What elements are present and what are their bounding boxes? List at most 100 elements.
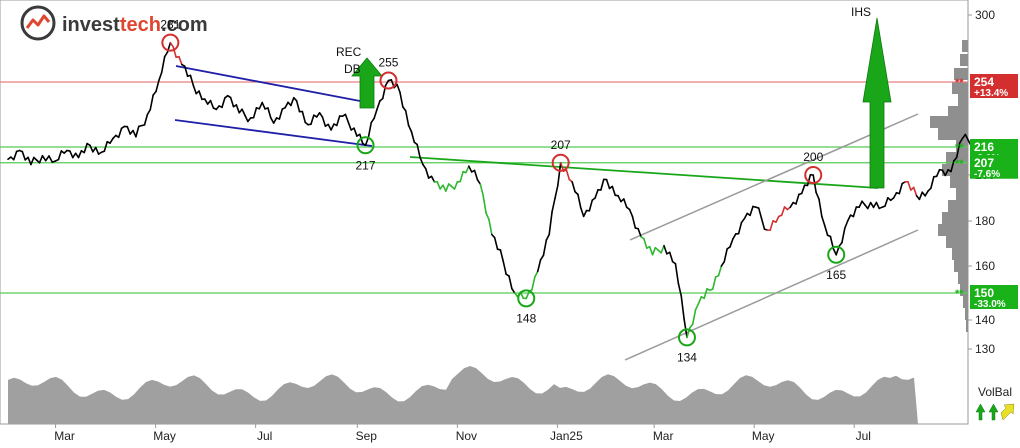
price-segment bbox=[189, 74, 195, 87]
price-segment bbox=[44, 155, 50, 162]
logo-prefix: invest bbox=[62, 14, 120, 36]
price-segment bbox=[651, 246, 657, 256]
volbal-indicator: VolBal bbox=[975, 385, 1015, 421]
price-segment bbox=[436, 181, 441, 190]
price-segment bbox=[473, 169, 479, 181]
price-segment bbox=[577, 193, 582, 209]
price-segment bbox=[539, 254, 545, 261]
price-segment bbox=[485, 212, 490, 221]
rec-arrow bbox=[351, 57, 383, 109]
price-segment bbox=[757, 207, 763, 220]
volume-profile-bar bbox=[952, 248, 968, 260]
volume-profile bbox=[930, 40, 968, 332]
price-segment bbox=[588, 199, 594, 212]
price-segment bbox=[623, 198, 628, 209]
price-segment bbox=[668, 251, 674, 263]
volume-profile-bar bbox=[938, 128, 968, 140]
price-segment bbox=[749, 205, 754, 217]
level-tag-stars: ** bbox=[955, 77, 964, 89]
price-segment bbox=[396, 83, 401, 94]
price-segment bbox=[160, 56, 166, 74]
price-segment bbox=[468, 165, 473, 173]
price-segment bbox=[565, 169, 571, 181]
price-segment bbox=[525, 290, 530, 300]
pivot-label: 165 bbox=[826, 268, 846, 282]
price-segment bbox=[419, 156, 424, 166]
price-segment bbox=[204, 98, 209, 105]
level-tag-value: 254 bbox=[974, 75, 994, 89]
price-segment bbox=[27, 156, 32, 166]
price-segment bbox=[284, 101, 289, 109]
price-segment bbox=[459, 170, 464, 183]
price-segment bbox=[769, 220, 774, 231]
x-tick-label: Mar bbox=[653, 429, 674, 443]
price-segment bbox=[958, 137, 964, 144]
pivot-marker bbox=[356, 136, 375, 155]
level-tag-stars: ** bbox=[955, 158, 964, 170]
falling-channel-lower bbox=[174, 119, 373, 147]
price-segment bbox=[875, 201, 881, 210]
price-segment bbox=[143, 113, 149, 126]
price-segment bbox=[732, 233, 737, 240]
level-lines bbox=[0, 81, 968, 294]
pivot-marker bbox=[161, 33, 180, 52]
price-segment bbox=[806, 174, 812, 187]
price-segment bbox=[691, 308, 697, 326]
price-segment bbox=[600, 178, 605, 191]
price-segment bbox=[209, 99, 215, 109]
price-segment bbox=[38, 154, 44, 164]
price-line bbox=[7, 41, 975, 339]
level-tag: ** 207-7.6% bbox=[955, 154, 1018, 180]
price-segment bbox=[410, 130, 416, 144]
volume-profile-bar bbox=[954, 260, 968, 272]
price-segment bbox=[149, 94, 154, 111]
rising-channel-lower bbox=[624, 229, 919, 361]
price-segment bbox=[617, 194, 622, 203]
price-segment bbox=[295, 100, 301, 113]
price-segment bbox=[508, 275, 513, 290]
price-segment bbox=[694, 302, 700, 311]
price-segment bbox=[229, 96, 235, 108]
price-segment bbox=[697, 296, 703, 305]
level-tag-pct: -7.6% bbox=[974, 169, 1000, 180]
price-segment bbox=[192, 84, 197, 95]
price-segment bbox=[21, 150, 27, 161]
x-tick-label: May bbox=[752, 429, 775, 443]
price-segment bbox=[869, 201, 875, 209]
volbal-arrow-icons bbox=[975, 403, 1015, 421]
price-segment bbox=[815, 191, 820, 200]
logo-accent: tech bbox=[120, 14, 161, 36]
price-segment bbox=[267, 107, 272, 119]
price-segment bbox=[318, 111, 324, 118]
price-segment bbox=[800, 184, 806, 195]
volume-profile-bar bbox=[948, 106, 968, 118]
price-segment bbox=[740, 217, 746, 224]
price-segment bbox=[582, 209, 588, 218]
price-segment bbox=[442, 184, 447, 192]
price-segment bbox=[488, 218, 493, 236]
pivot-label: 207 bbox=[551, 138, 571, 152]
price-segment bbox=[430, 175, 436, 183]
volume-profile-bar bbox=[950, 176, 968, 188]
price-segment bbox=[631, 215, 637, 229]
volume-profile-bar bbox=[952, 82, 968, 94]
price-segment bbox=[643, 238, 648, 249]
price-segment bbox=[723, 248, 728, 263]
price-segment bbox=[301, 110, 307, 124]
price-segment bbox=[818, 198, 823, 218]
price-segment bbox=[846, 214, 852, 222]
price-segment bbox=[89, 144, 94, 153]
price-segment bbox=[605, 178, 611, 190]
price-segment bbox=[30, 156, 35, 166]
level-tag-pct: -33.0% bbox=[974, 299, 1006, 310]
price-segment bbox=[399, 91, 404, 108]
price-segment bbox=[424, 168, 430, 179]
price-segment bbox=[12, 150, 18, 161]
volume-profile-bar bbox=[938, 224, 968, 236]
price-segment bbox=[336, 115, 341, 127]
volbal-label: VolBal bbox=[978, 385, 1012, 399]
pivot-label: 217 bbox=[356, 158, 376, 172]
price-segment bbox=[858, 200, 863, 208]
price-segment bbox=[416, 143, 421, 159]
